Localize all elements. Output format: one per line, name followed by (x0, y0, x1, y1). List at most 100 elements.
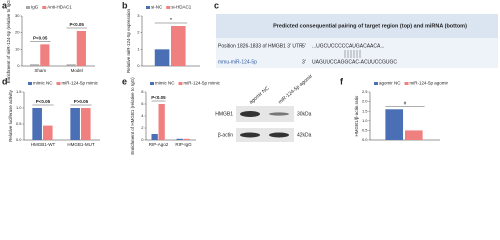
x-tick-label: Sham (34, 68, 46, 73)
annotation: # (404, 100, 407, 105)
y-tick-label: 2 (141, 125, 144, 130)
annotation: P<0.05 (70, 22, 85, 27)
y-tick-label: 30 (15, 13, 20, 18)
table-header: Predicted consequential pairing of targe… (273, 23, 467, 29)
legend-swatch (56, 82, 61, 85)
x-tick-label: Model (71, 68, 83, 73)
blot-band (240, 132, 260, 138)
table-cell: ...UGCUCCCCCAUGACAACA... (312, 43, 385, 49)
table-cell: 3' (302, 59, 306, 65)
bar (30, 64, 40, 66)
legend-label: miR-124-5p agomir (410, 81, 449, 86)
legend-swatch (178, 82, 183, 85)
blot-row: β-actin (218, 132, 233, 138)
y-tick-label: 20 (15, 30, 20, 35)
legend-label: agomir NC (379, 81, 401, 86)
y-axis-label: HMGB1/β-actin ratio (354, 95, 359, 136)
bar (43, 125, 53, 140)
y-tick-label: 0.0 (362, 137, 368, 142)
panel-label: a (2, 0, 8, 10)
blot-panel (236, 106, 294, 122)
annotation: P<0.05 (151, 95, 166, 100)
table-cell: Position 1826-1833 of HMGB1 3' UTR (218, 43, 303, 49)
y-axis-label: Relative luciferase activity (8, 89, 13, 142)
bar (405, 130, 423, 140)
x-tick-label: HMGB1-WT (31, 142, 56, 147)
y-tick-label: 4 (141, 113, 144, 118)
y-tick-label: 0 (17, 63, 20, 68)
table-cell: 5' (302, 43, 306, 49)
y-tick-label: 1.5 (362, 108, 368, 113)
bar (76, 31, 86, 66)
y-tick-label: 3 (137, 13, 140, 18)
blot-band (240, 111, 260, 117)
bar (171, 26, 186, 66)
pairing-lines (344, 50, 361, 58)
bar (183, 138, 190, 140)
x-tick-label: HMGB1-MUT (67, 142, 94, 147)
panel-label: d (2, 76, 8, 86)
legend-label: miR-124-5p mimic (184, 81, 221, 86)
y-tick-label: 0.5 (362, 127, 368, 132)
y-tick-label: 6 (141, 101, 144, 106)
legend-swatch (28, 82, 32, 85)
bar (40, 44, 50, 66)
bar (158, 104, 165, 140)
blot-band (269, 132, 289, 138)
y-tick-label: 2.5 (362, 89, 368, 94)
panel-label: b (122, 0, 128, 10)
y-tick-label: 0.5 (16, 121, 22, 126)
legend-swatch (374, 82, 378, 85)
panel-label: c (214, 0, 219, 10)
figure: c Predicted consequential pairing of tar… (2, 0, 498, 155)
y-tick-label: 0 (141, 137, 144, 142)
table-cell: UAGUUCCAGGCAC-ACUUCCGUGC (312, 59, 397, 65)
legend-label: miR-124-5p mimic (62, 81, 99, 86)
blot-panel (236, 128, 294, 142)
annotation: * (170, 17, 172, 22)
y-tick-label: 0.0 (16, 137, 22, 142)
annotation: P>0.05 (74, 99, 89, 104)
x-tick-label: RIP-Ago2 (149, 142, 169, 147)
bar (81, 108, 91, 140)
bar (151, 134, 158, 140)
bar (385, 109, 404, 140)
panel-label: e (122, 76, 127, 86)
y-tick-label: 1.5 (16, 89, 22, 94)
legend-label: mimic NC (155, 81, 175, 86)
y-tick-label: 10 (15, 46, 20, 51)
legend-label: IgG (31, 5, 39, 10)
y-tick-label: 1 (137, 46, 140, 51)
blot-column: agomir NC (248, 85, 270, 105)
legend-swatch (42, 6, 47, 9)
blot-size: 42kDa (297, 132, 312, 138)
y-tick-label: 1.0 (16, 105, 22, 110)
legend-swatch (26, 6, 30, 9)
y-tick-label: 8 (141, 89, 144, 94)
annotation: P<0.05 (36, 99, 51, 104)
blot-band (269, 112, 289, 116)
y-axis-label: Enrichment of HMGB1 (relative to IgG) (130, 77, 135, 155)
bar (70, 108, 80, 140)
bar (66, 64, 76, 66)
blot-row: HMGB1 (215, 111, 233, 117)
legend-swatch (150, 82, 154, 85)
y-axis-label: Enrichment of miR-124-5p (relative to Ig… (6, 0, 11, 83)
table-header-bg (216, 14, 498, 38)
bar (32, 108, 42, 140)
legend-label: mimic NC (33, 81, 53, 86)
bar (154, 49, 170, 66)
y-tick-label: 1.0 (362, 118, 368, 123)
x-tick-label: RIP-IgG (175, 142, 192, 147)
legend-label: si-NC (151, 5, 163, 10)
legend-swatch (166, 6, 171, 9)
legend-swatch (404, 82, 409, 85)
panel-label: f (340, 76, 344, 86)
y-tick-label: 2.0 (362, 99, 368, 104)
y-tick-label: 2 (137, 30, 140, 35)
legend-label: si-HDAC1 (171, 5, 191, 10)
blot-column: miR-124-5p agomir (277, 73, 314, 105)
y-tick-label: 0 (137, 63, 140, 68)
legend-label: Anti-HDAC1 (47, 5, 72, 10)
legend-swatch (146, 6, 150, 9)
